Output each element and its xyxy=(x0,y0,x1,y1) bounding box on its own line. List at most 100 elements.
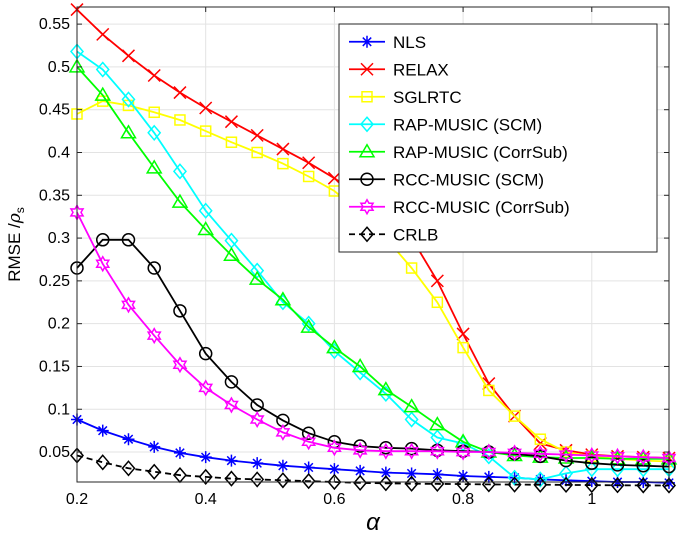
data-point xyxy=(302,156,316,170)
data-point xyxy=(121,91,136,108)
legend-label: SGLRTC xyxy=(393,88,462,107)
legend-marker xyxy=(358,143,376,158)
data-point xyxy=(378,442,394,460)
data-point xyxy=(378,475,393,492)
legend-label: RCC-MUSIC (CorrSub) xyxy=(393,198,570,217)
data-point xyxy=(585,456,599,470)
data-point xyxy=(276,459,289,472)
series-rcc-music-corrsub xyxy=(69,203,677,467)
data-point xyxy=(327,439,342,457)
data-point xyxy=(198,379,214,397)
data-point xyxy=(96,27,110,41)
data-point xyxy=(300,318,317,333)
legend-label: RCC-MUSIC (SCM) xyxy=(393,170,544,189)
series-rap-music-scm xyxy=(70,43,676,488)
data-point xyxy=(172,163,187,180)
data-point xyxy=(352,441,368,459)
data-point xyxy=(326,339,343,354)
legend-marker xyxy=(360,62,374,76)
data-point xyxy=(610,458,625,472)
data-point xyxy=(507,444,522,462)
legend-marker xyxy=(360,116,374,133)
x-tick-label: 0.4 xyxy=(195,491,217,508)
y-tick-label: 0.4 xyxy=(48,144,70,161)
data-point xyxy=(379,466,392,479)
data-point xyxy=(302,461,315,474)
legend-label: CRLB xyxy=(393,225,438,244)
data-point xyxy=(95,255,111,273)
data-point xyxy=(145,159,163,174)
data-point xyxy=(224,115,238,129)
data-point xyxy=(429,442,445,460)
data-point xyxy=(404,475,419,492)
data-point xyxy=(251,457,264,470)
legend-item: RELAX xyxy=(349,60,449,79)
data-point xyxy=(431,296,444,309)
data-point xyxy=(224,470,239,487)
data-point xyxy=(173,446,186,459)
data-point xyxy=(456,327,470,341)
data-point xyxy=(225,454,238,467)
x-tick-label: 0.6 xyxy=(323,491,345,508)
data-point xyxy=(457,341,469,354)
data-point xyxy=(663,476,675,489)
data-point xyxy=(301,472,316,490)
data-point xyxy=(610,447,625,465)
data-point xyxy=(148,440,161,453)
data-point xyxy=(455,443,471,461)
data-point xyxy=(353,439,367,453)
legend-label: NLS xyxy=(393,33,426,52)
data-point xyxy=(198,468,213,486)
data-point xyxy=(353,474,368,492)
data-point xyxy=(173,304,187,318)
data-point xyxy=(199,101,213,115)
data-point xyxy=(532,445,548,463)
data-point xyxy=(328,463,341,476)
legend-label: RAP-MUSIC (CorrSub) xyxy=(393,143,568,162)
data-point xyxy=(584,476,599,494)
data-point xyxy=(172,356,188,374)
data-point xyxy=(274,291,292,306)
y-tick-label: 0.55 xyxy=(39,16,70,33)
data-point xyxy=(377,381,395,396)
data-point xyxy=(199,125,212,137)
data-point xyxy=(251,146,263,159)
plot-frame xyxy=(76,6,670,483)
data-point xyxy=(148,106,160,119)
y-tick-label: 0.5 xyxy=(48,59,70,76)
data-point xyxy=(482,377,496,391)
legend-item: RCC-MUSIC (CorrSub) xyxy=(349,198,570,217)
data-point xyxy=(454,433,472,448)
x-tick-label: 0.8 xyxy=(452,491,474,508)
data-point xyxy=(404,411,419,428)
legend-item: SGLRTC xyxy=(349,88,462,107)
data-point xyxy=(302,170,315,183)
data-point xyxy=(198,202,213,219)
legend-label: RELAX xyxy=(393,60,449,79)
x-axis-label: α xyxy=(366,509,381,536)
data-point xyxy=(95,454,110,471)
data-point xyxy=(405,262,418,274)
data-point xyxy=(277,157,289,170)
data-point xyxy=(508,410,521,422)
data-point xyxy=(121,49,136,63)
series-line xyxy=(76,454,670,487)
data-point xyxy=(558,446,574,464)
data-point xyxy=(635,448,651,466)
data-point xyxy=(429,416,446,431)
legend-marker xyxy=(360,226,374,243)
data-point xyxy=(223,246,240,261)
data-point xyxy=(507,469,522,486)
legend-marker xyxy=(361,91,373,103)
data-point xyxy=(351,357,369,373)
data-point xyxy=(171,193,189,208)
data-point xyxy=(249,410,265,429)
y-tick-label: 0.05 xyxy=(39,444,70,461)
data-point xyxy=(96,424,109,437)
data-point xyxy=(584,446,600,464)
data-point xyxy=(174,114,186,126)
data-point xyxy=(224,375,239,389)
data-point xyxy=(404,442,419,460)
data-point xyxy=(121,460,136,477)
